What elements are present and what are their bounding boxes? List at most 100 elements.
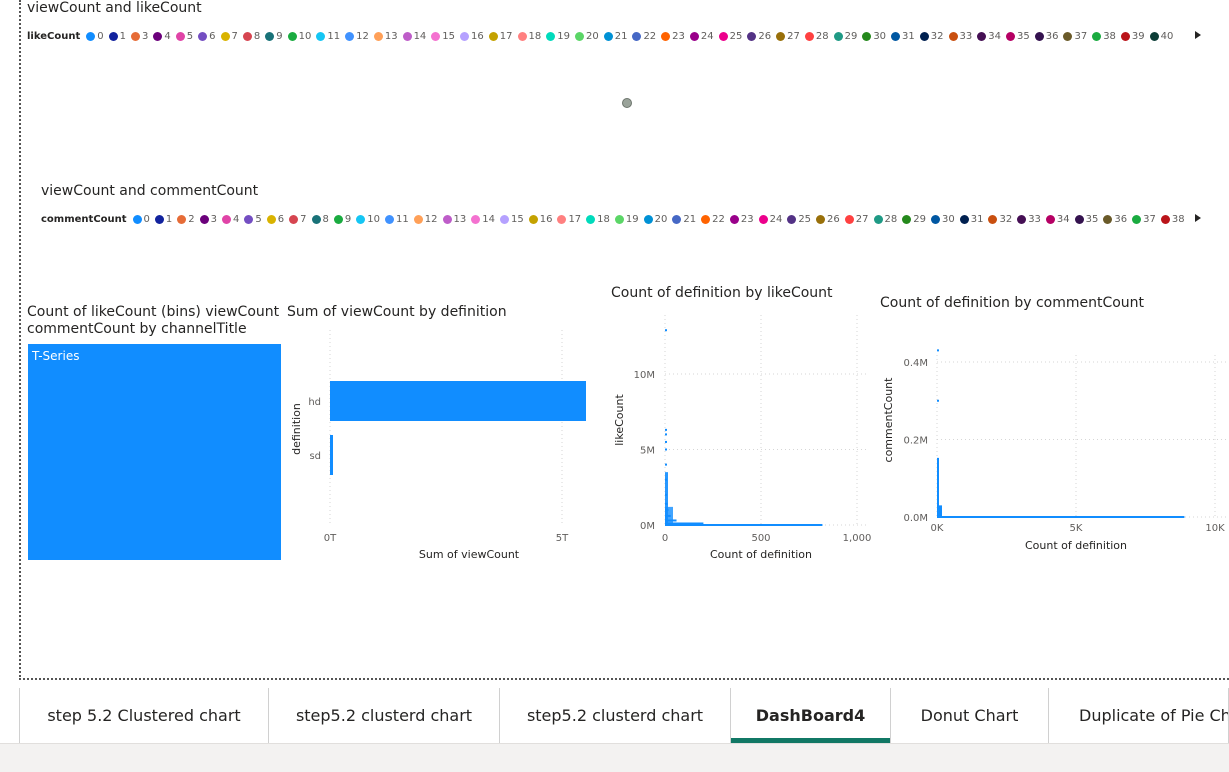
legend-item[interactable]: 16 [528,214,552,225]
legend-item[interactable]: 38 [1160,214,1185,225]
legend-item[interactable]: 13 [373,31,398,42]
bar-cluster[interactable] [937,458,939,517]
legend-item[interactable]: 38 [1092,31,1116,42]
legend-item[interactable]: 33 [948,31,972,42]
legend-item[interactable]: 9 [333,214,351,225]
tab-donut-chart[interactable]: Donut Chart [891,688,1049,743]
scatter-data-point[interactable] [622,98,632,108]
tab-dashboard4[interactable]: DashBoard4 [731,688,891,743]
bar-cluster[interactable] [665,472,668,525]
legend-item[interactable]: 26 [816,214,840,225]
bar-likecount[interactable] [665,433,667,436]
legend-item[interactable]: 10 [356,214,380,225]
bar-likecount[interactable] [665,463,667,466]
legend-item[interactable]: 19 [546,31,570,42]
bar-commentcount[interactable] [937,516,1185,518]
bar-likecount[interactable] [665,522,704,525]
legend-next-arrow-icon[interactable] [1195,31,1201,39]
tab-step-5-2-clustered-chart[interactable]: step 5.2 Clustered chart [19,688,269,743]
legend-item[interactable]: 10 [287,31,311,42]
bar-likecount[interactable] [665,524,823,526]
legend-item[interactable]: 8 [311,214,329,225]
bar-sd[interactable] [330,435,333,475]
bar-cluster[interactable] [937,505,942,517]
legend-item[interactable]: 24 [689,31,714,42]
legend-item[interactable]: 7 [289,214,307,225]
legend-item[interactable]: 6 [266,214,284,225]
tab-duplicate-of-pie-chart[interactable]: Duplicate of Pie Ch [1049,688,1229,743]
legend-item[interactable]: 15 [499,214,524,225]
legend-item[interactable]: 36 [1034,31,1058,42]
legend-item[interactable]: 31 [891,31,915,42]
legend-item[interactable]: 7 [220,31,238,42]
legend-item[interactable]: 3 [199,214,217,225]
legend-item[interactable]: 35 [1005,31,1030,42]
legend-item[interactable]: 34 [977,31,1001,42]
legend-item[interactable]: 12 [345,31,369,42]
bar-likecount[interactable] [665,440,667,443]
legend-item[interactable]: 20 [643,214,667,225]
legend-item[interactable]: 18 [586,214,610,225]
legend-item[interactable]: 8 [242,31,260,42]
treemap-tile-t-series[interactable]: T-Series [28,344,281,560]
legend-item[interactable]: 35 [1074,214,1098,225]
legend-item[interactable]: 30 [930,214,955,225]
legend-item[interactable]: 36 [1103,214,1127,225]
legend-item[interactable]: 30 [862,31,886,42]
legend-item[interactable]: 0 [132,214,150,225]
legend-item[interactable]: 32 [919,31,944,42]
legend-item[interactable]: 4 [222,214,239,225]
bar-commentcount[interactable] [937,349,939,352]
legend-item[interactable]: 20 [574,31,599,42]
legend-item[interactable]: 40 [1149,31,1173,42]
legend-item[interactable]: 21 [603,31,627,42]
legend-item[interactable]: 2 [177,214,195,225]
legend-item[interactable]: 12 [413,214,438,225]
legend-item[interactable]: 34 [1045,214,1070,225]
legend-item[interactable]: 17 [488,31,513,42]
legend-item[interactable]: 22 [632,31,656,42]
legend-item[interactable]: 37 [1132,214,1156,225]
bar-commentcount[interactable] [937,399,939,402]
bar-likecount[interactable] [665,428,667,431]
bar-likecount[interactable] [665,448,667,451]
legend-item[interactable]: 3 [131,31,148,42]
legend-item[interactable]: 21 [672,214,696,225]
legend-item[interactable]: 29 [833,31,857,42]
legend-item[interactable]: 16 [460,31,484,42]
legend-item[interactable]: 23 [729,214,754,225]
legend-item[interactable]: 25 [718,31,742,42]
legend-item[interactable]: 23 [661,31,685,42]
legend-item[interactable]: 28 [873,214,897,225]
legend-item[interactable]: 13 [442,214,466,225]
legend-item[interactable]: 22 [701,214,725,225]
legend-item[interactable]: 0 [86,31,104,42]
legend-item[interactable]: 11 [316,31,340,42]
bar-likecount[interactable] [665,329,667,332]
legend-item[interactable]: 15 [431,31,455,42]
legend-item[interactable]: 14 [402,31,426,42]
legend-item[interactable]: 6 [198,31,216,42]
legend-item[interactable]: 26 [747,31,771,42]
legend-item[interactable]: 5 [244,214,262,225]
legend-item[interactable]: 32 [988,214,1012,225]
legend-item[interactable]: 24 [758,214,782,225]
legend-item[interactable]: 28 [804,31,829,42]
legend-item[interactable]: 19 [614,214,639,225]
legend-item[interactable]: 29 [902,214,926,225]
legend-item[interactable]: 27 [844,214,869,225]
legend-item[interactable]: 14 [471,214,495,225]
bar-hd[interactable] [330,381,586,421]
legend-item[interactable]: 25 [787,214,811,225]
legend-item[interactable]: 1 [154,214,172,225]
legend-item[interactable]: 37 [1063,31,1087,42]
bar-cluster[interactable] [665,506,673,525]
tab-step5-2-clusterd-chart-2[interactable]: step5.2 clusterd chart [500,688,731,743]
legend-item[interactable]: 33 [1017,214,1041,225]
legend-item[interactable]: 11 [385,214,409,225]
legend-item[interactable]: 1 [108,31,126,42]
legend-item[interactable]: 4 [153,31,171,42]
legend-next-arrow-icon[interactable] [1195,214,1201,222]
legend-item[interactable]: 31 [959,214,983,225]
tab-step5-2-clusterd-chart[interactable]: step5.2 clusterd chart [269,688,500,743]
